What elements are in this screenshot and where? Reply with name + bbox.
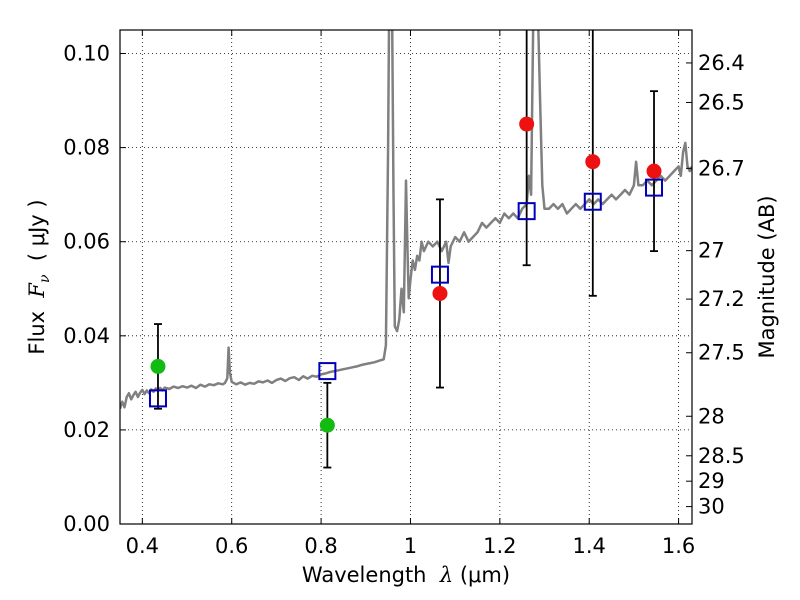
optical-photometry-point <box>319 417 335 433</box>
model-photometry-square <box>583 192 602 211</box>
y2-tick-label: 27 <box>698 239 725 263</box>
y2-tick-label: 26.7 <box>698 156 745 180</box>
model-photometry-square <box>645 178 664 197</box>
y-tick-label: 0.06 <box>63 230 110 254</box>
nir-photometry-point <box>646 163 662 179</box>
y2-tick-label: 29 <box>698 469 725 493</box>
ticks: 0.4 0.6 0.8 1 1.2 1.4 1.6 0.00 0.02 0.04 0.06 0.08 0… <box>63 30 745 558</box>
model-photometry-square <box>318 362 337 381</box>
y-axis-label: Flux Fν ( μJy ) <box>25 199 53 354</box>
y2-tick-label: 28.5 <box>698 444 745 468</box>
model-photometry-square <box>430 265 449 284</box>
nir-photometry-point <box>432 285 448 301</box>
x-tick-label: 0.4 <box>126 534 159 558</box>
y2-tick-label: 28 <box>698 404 725 428</box>
y2-tick-label: 27.2 <box>698 287 745 311</box>
optical-photometry-point <box>150 358 166 374</box>
x-tick-label: 0.8 <box>304 534 337 558</box>
y-tick-label: 0.00 <box>63 512 110 536</box>
y-tick-label: 0.10 <box>63 42 110 66</box>
plot-frame <box>119 29 693 525</box>
spectrum-line <box>120 30 692 410</box>
y2-axis-label: Magnitude (AB) <box>755 195 779 358</box>
y2-tick-label: 26.4 <box>698 51 745 75</box>
model-photometry-square <box>148 389 167 408</box>
model-photometry-square <box>517 202 536 221</box>
y-tick-label: 0.04 <box>63 324 110 348</box>
y2-tick-label: 26.5 <box>698 90 745 114</box>
y2-tick-label: 30 <box>698 495 725 519</box>
y-tick-label: 0.02 <box>63 418 110 442</box>
x-tick-label: 1.4 <box>573 534 606 558</box>
x-tick-label: 1.2 <box>483 534 516 558</box>
y-tick-label: 0.08 <box>63 136 110 160</box>
data-layer <box>120 30 692 469</box>
x-tick-label: 1 <box>404 534 417 558</box>
y2-tick-label: 27.5 <box>698 341 745 365</box>
x-axis-label: Wavelength λ (μm) <box>302 563 510 587</box>
x-tick-label: 1.6 <box>662 534 695 558</box>
nir-photometry-point <box>585 154 601 170</box>
nir-photometry-point <box>519 116 535 132</box>
x-tick-label: 0.6 <box>215 534 248 558</box>
